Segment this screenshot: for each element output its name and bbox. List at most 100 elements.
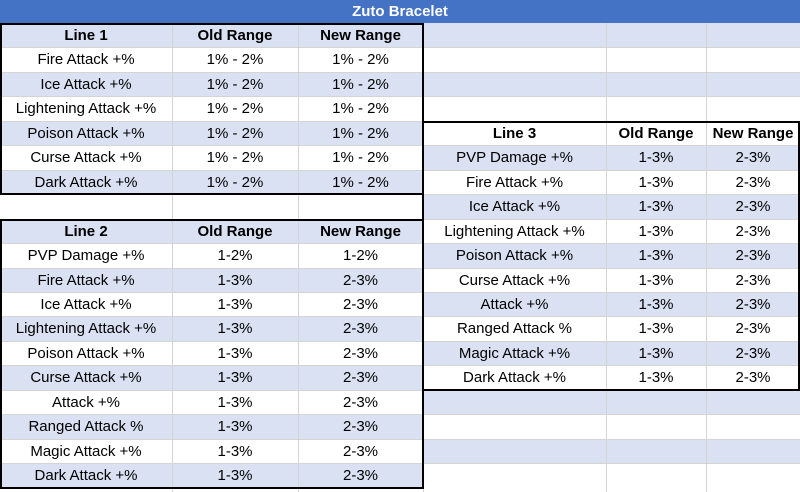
line3-old-range-cell: 1-3% — [638, 320, 674, 337]
row-band-right — [423, 439, 800, 463]
line1-new-range-cell: 1% - 2% — [332, 75, 389, 93]
line2-old-range-cell: 1-3% — [217, 418, 253, 435]
line2-item-cell: Lightening Attack +% — [15, 320, 157, 337]
row-band-right — [423, 341, 800, 365]
line2-old-range-cell: 1-3% — [217, 467, 253, 484]
line2-old-range-cell: 1-3% — [217, 295, 253, 313]
row-band-right — [423, 145, 800, 170]
line3-new-range-cell: 2-3% — [735, 271, 771, 289]
grid-line — [298, 23, 299, 492]
line3-new-range-cell: 2-3% — [735, 222, 771, 240]
grid-line — [0, 390, 800, 391]
grid-line — [0, 463, 800, 464]
line1-new-range-cell: 1% - 2% — [332, 124, 389, 142]
line3-title: Line 3 — [492, 124, 537, 142]
line1-old-range-cell: 1% - 2% — [206, 100, 264, 117]
line1-header-new-range: New Range — [320, 26, 401, 44]
row-band-left — [0, 316, 423, 341]
line3-item-cell: Lightening Attack +% — [444, 222, 585, 240]
line1-item-cell: Poison Attack +% — [27, 124, 145, 142]
line3-item-cell: Magic Attack +% — [458, 344, 571, 362]
line2-new-range-cell: 2-3% — [342, 442, 379, 460]
grid-line — [0, 96, 800, 97]
line2-old-range-cell: 1-3% — [217, 344, 253, 362]
row-band-right — [423, 23, 800, 47]
line2-item-cell: Curse Attack +% — [30, 369, 142, 386]
line2-header-new-range: New Range — [320, 222, 401, 240]
line3-item-cell: Dark Attack +% — [463, 369, 566, 386]
row-band-right — [423, 194, 800, 219]
row-band-right — [423, 365, 800, 390]
row-band-right — [423, 219, 800, 243]
line3-item-cell: Poison Attack +% — [455, 247, 574, 264]
line3-item-cell: Fire Attack +% — [465, 173, 564, 191]
line1-item-cell: Curse Attack +% — [30, 149, 142, 166]
line2-item-cell: Ice Attack +% — [40, 295, 132, 313]
row-band-left — [0, 414, 423, 439]
line1-new-range-cell: 1% - 2% — [332, 173, 389, 191]
row-band-right — [423, 268, 800, 292]
grid-line — [0, 292, 800, 293]
grid-line — [0, 121, 800, 122]
line3-old-range-cell: 1-3% — [638, 344, 674, 362]
row-band-left — [0, 268, 423, 292]
grid-line — [172, 23, 173, 492]
row-band-right — [423, 243, 800, 268]
line2-old-range-cell: 1-3% — [217, 271, 253, 289]
row-band-left — [0, 72, 423, 96]
line3-new-range-cell: 2-3% — [735, 369, 771, 386]
row-band-left — [0, 96, 423, 121]
row-band-right — [423, 96, 800, 121]
line1-header-old-range: Old Range — [197, 26, 273, 44]
line1-old-range-cell: 1% - 2% — [206, 51, 264, 68]
line3-new-range-cell: 2-3% — [735, 295, 771, 313]
row-band-right — [423, 47, 800, 72]
row-band-left — [0, 341, 423, 365]
line3-item-cell: Ice Attack +% — [468, 198, 561, 215]
line2-new-range-cell: 1-2% — [342, 247, 379, 264]
line2-old-range-cell: 1-3% — [217, 369, 253, 386]
line3-header-new-range: New Range — [712, 124, 794, 142]
line2-item-cell: Dark Attack +% — [34, 467, 138, 484]
line2-new-range-cell: 2-3% — [342, 467, 379, 484]
line3-old-range-cell: 1-3% — [638, 369, 674, 386]
line1-old-range-cell: 1% - 2% — [206, 75, 264, 93]
row-band-left — [0, 365, 423, 390]
row-band-right — [423, 390, 800, 414]
grid-line — [0, 243, 800, 244]
line3-new-range-cell: 2-3% — [735, 344, 771, 362]
row-band-left — [0, 292, 423, 316]
line3-item-cell: Ranged Attack % — [456, 320, 573, 337]
line2-item-cell: Fire Attack +% — [37, 271, 135, 289]
row-band-left — [0, 463, 423, 488]
line2-new-range-cell: 2-3% — [342, 320, 379, 337]
row-band-left — [0, 170, 423, 194]
line2-new-range-cell: 2-3% — [342, 393, 379, 411]
line2-new-range-cell: 2-3% — [342, 418, 379, 435]
row-band-left — [0, 219, 423, 243]
line3-new-range-cell: 2-3% — [735, 247, 771, 264]
sheet-title: Zuto Bracelet — [0, 0, 800, 23]
line3-old-range-cell: 1-3% — [638, 173, 674, 191]
line3-new-range-cell: 2-3% — [735, 320, 771, 337]
grid-line — [0, 47, 800, 48]
grid-line — [0, 145, 800, 146]
row-band-right — [423, 316, 800, 341]
line1-old-range-cell: 1% - 2% — [206, 124, 264, 142]
line2-new-range-cell: 2-3% — [342, 295, 379, 313]
row-band-right — [423, 463, 800, 488]
line1-new-range-cell: 1% - 2% — [332, 51, 389, 68]
line2-old-range-cell: 1-3% — [217, 320, 253, 337]
line2-new-range-cell: 2-3% — [342, 344, 379, 362]
grid-line — [0, 316, 800, 317]
line1-item-cell: Lightening Attack +% — [15, 100, 157, 117]
line3-item-cell: PVP Damage +% — [456, 149, 573, 166]
row-band-left — [0, 121, 423, 145]
line2-old-range-cell: 1-3% — [217, 393, 253, 411]
row-band-left — [0, 23, 423, 47]
row-band-left — [0, 145, 423, 170]
line3-old-range-cell: 1-3% — [638, 271, 674, 289]
grid-line — [0, 268, 800, 269]
grid-line — [0, 170, 800, 171]
